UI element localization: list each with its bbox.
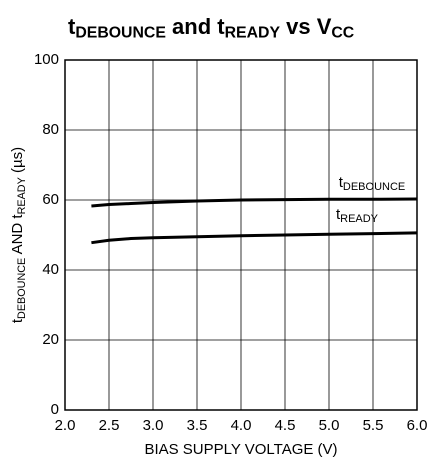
y-tick-label: 20	[42, 331, 59, 348]
series-label: tREADY	[336, 206, 379, 225]
y-tick-label: 0	[51, 401, 59, 418]
chart-title: tDEBOUNCE and tREADY vs VCC	[68, 14, 354, 42]
series-label: tDEBOUNCE	[339, 174, 406, 193]
y-axis-label-part: (µs)	[9, 147, 26, 177]
x-tick-label: 6.0	[407, 417, 428, 434]
y-tick-label: 100	[34, 51, 59, 68]
x-axis-label: BIAS SUPPLY VOLTAGE (V)	[144, 441, 337, 458]
series-label-part: t	[339, 174, 344, 191]
x-tick-label: 5.0	[319, 417, 340, 434]
y-axis-label-part: READY	[16, 177, 28, 214]
y-axis-label: tDEBOUNCE AND tREADY (µs)	[9, 147, 28, 323]
x-tick-label: 2.0	[55, 417, 76, 434]
x-tick-label: 2.5	[99, 417, 120, 434]
chart-title-part: t	[68, 14, 76, 39]
chart-title-part: DEBOUNCE	[75, 25, 166, 42]
series-line	[91, 231, 418, 245]
y-tick-label: 60	[42, 191, 59, 208]
plot-frame	[64, 59, 418, 411]
chart-title-part: vs V	[280, 14, 332, 39]
x-tick-label: 4.5	[275, 417, 296, 434]
x-tick-label: 3.5	[187, 417, 208, 434]
y-tick-label: 40	[42, 261, 59, 278]
y-axis-label-part: AND t	[9, 214, 26, 258]
series-label-part: DEBOUNCE	[343, 181, 405, 193]
y-tick-label: 80	[42, 121, 59, 138]
chart-title-part: and t	[166, 14, 225, 39]
series-line	[91, 197, 418, 208]
x-tick-label: 5.5	[363, 417, 384, 434]
series-label-part: t	[336, 206, 341, 223]
chart-title-part: CC	[331, 25, 354, 42]
x-tick-label: 4.0	[231, 417, 252, 434]
y-axis-label-part: t	[9, 318, 26, 323]
x-tick-label: 3.0	[143, 417, 164, 434]
chart-title-part: READY	[225, 25, 281, 42]
y-axis-label-part: DEBOUNCE	[16, 258, 28, 319]
series-label-part: READY	[340, 213, 379, 225]
